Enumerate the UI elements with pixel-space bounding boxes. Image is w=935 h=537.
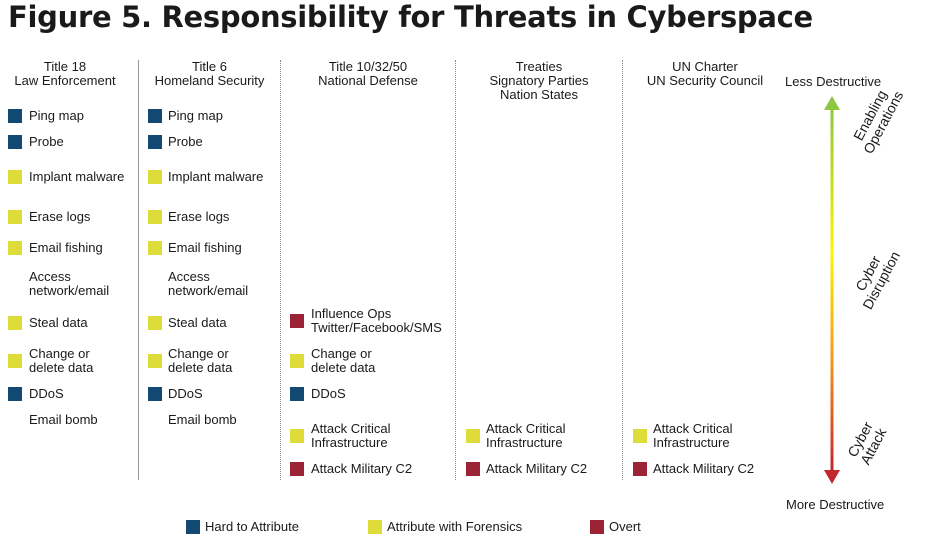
threat-item: Email bomb [29,412,98,427]
threat-item: Erase logs [168,209,230,224]
column-header: Title 18 Law Enforcement [14,59,116,88]
threat-item: Ping map [29,108,84,123]
attribution-swatch [148,109,162,123]
threat-item: Influence Ops Twitter/Facebook/SMS [311,306,442,335]
zone-cyber-attack: Cyber Attack [844,419,890,468]
threat-item: Implant malware [29,169,125,184]
attribution-swatch [8,109,22,123]
column-header: Title 6 Homeland Security [154,59,265,88]
scale-bottom-label: More Destructive [786,497,885,512]
attribution-swatch [8,210,22,224]
threat-item: Change or delete data [29,346,94,375]
attribution-swatch [148,354,162,368]
threat-item: Steal data [29,315,88,330]
column-divider [455,60,456,480]
attribution-swatch [8,241,22,255]
column-header: Title 10/32/50 National Defense [318,59,418,88]
zone-cyber-disruption: Cyber Disruption [852,248,904,312]
threat-item: Steal data [168,315,227,330]
threat-item: Access network/email [168,269,249,298]
threat-item: Attack Critical Infrastructure [653,421,733,450]
column-header: Treaties Signatory Parties Nation States [489,59,589,102]
attribution-swatch [290,354,304,368]
attribution-swatch [8,387,22,401]
attribution-swatch [633,462,647,476]
threat-item: Erase logs [29,209,91,224]
threat-item: DDoS [311,386,346,401]
threat-item: Ping map [168,108,223,123]
scale-top-label: Less Destructive [785,74,882,89]
arrow-shaft [830,108,834,470]
attribution-swatch [148,170,162,184]
threat-item: Attack Military C2 [486,461,588,476]
threat-item: Access network/email [29,269,110,298]
threat-item: Change or delete data [311,346,376,375]
destructiveness-arrow [824,96,840,484]
attribution-swatch [466,429,480,443]
column-divider [622,60,623,480]
legend-label-forensics: Attribute with Forensics [387,519,523,534]
attribution-swatch [290,462,304,476]
threat-item: Email fishing [29,240,103,255]
threat-item: Attack Critical Infrastructure [311,421,391,450]
attribution-swatch [148,135,162,149]
attribution-swatch [290,387,304,401]
attribution-swatch [148,210,162,224]
legend-swatch-hard [186,520,200,534]
legend-label-overt: Overt [609,519,641,534]
threat-item: Implant malware [168,169,264,184]
arrow-head-down [824,470,840,484]
column-divider [280,60,281,480]
threat-item: Attack Military C2 [311,461,413,476]
column-divider [138,60,139,480]
attribution-swatch [290,429,304,443]
legend-swatch-overt [590,520,604,534]
threat-item: Attack Military C2 [653,461,755,476]
attribution-swatch [633,429,647,443]
legend-swatch-forensics [368,520,382,534]
threat-item: DDoS [29,386,64,401]
attribution-swatch [8,135,22,149]
attribution-swatch [148,241,162,255]
threat-item: Probe [29,134,64,149]
legend-label-hard: Hard to Attribute [205,519,299,534]
figure-title: Figure 5. Responsibility for Threats in … [8,0,813,34]
threat-item: Probe [168,134,203,149]
threat-item: Attack Critical Infrastructure [486,421,566,450]
attribution-swatch [466,462,480,476]
attribution-swatch [8,316,22,330]
attribution-swatch [8,354,22,368]
threat-item: DDoS [168,386,203,401]
threat-item: Email bomb [168,412,237,427]
attribution-swatch [290,314,304,328]
attribution-swatch [8,170,22,184]
attribution-swatch [148,387,162,401]
threat-item: Change or delete data [168,346,233,375]
column-header: UN Charter UN Security Council [646,59,764,88]
arrow-head-up [824,96,840,110]
attribution-swatch [148,316,162,330]
threat-item: Email fishing [168,240,242,255]
